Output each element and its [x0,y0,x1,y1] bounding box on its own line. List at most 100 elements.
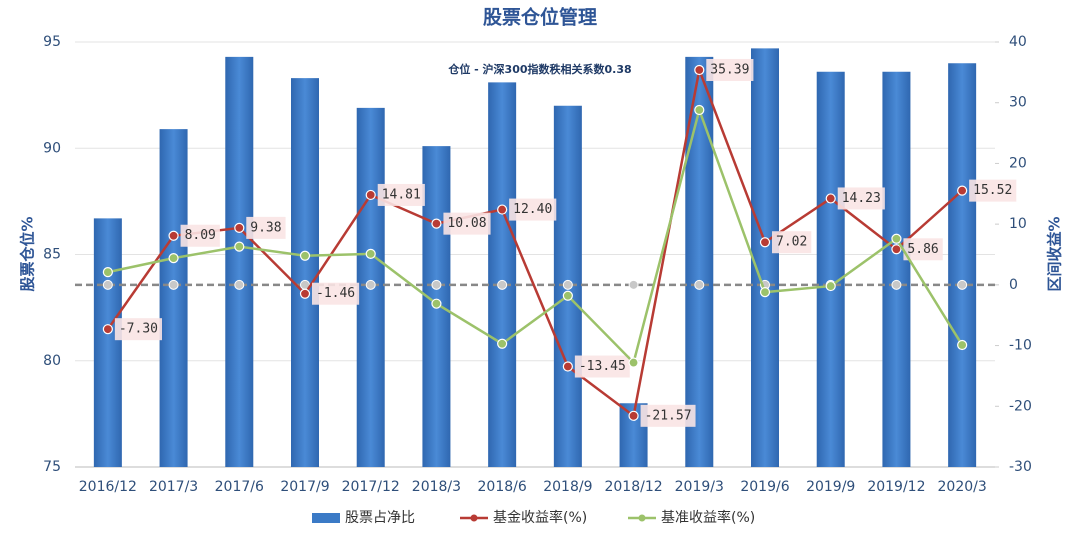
point [694,104,705,116]
value-label-box: -1.46 [312,282,360,305]
point [891,233,902,244]
value-label: 5.86 [907,242,938,257]
point [891,244,902,255]
chart-title: 股票仓位管理 [483,6,597,29]
x-tick-label: 2019/12 [867,479,925,495]
label-bg [377,183,425,206]
zero-dot [891,279,902,290]
y-tick-label: 75 [43,459,61,475]
y-tick-label: 95 [43,34,61,50]
value-label-box: 12.40 [509,198,557,221]
point [234,241,245,252]
point [957,185,968,196]
x-tick-label: 2017/9 [280,479,329,495]
label-bg [706,58,754,81]
label-bg [969,179,1017,202]
y2-tick-label: 30 [1009,95,1027,111]
point [825,280,836,292]
x-tick-label: 2018/9 [543,479,592,495]
bar [159,129,188,467]
value-label-box: -21.57 [640,404,696,427]
value-label: 12.40 [513,202,552,217]
value-label: 9.38 [250,220,281,235]
zero-dot [168,279,179,290]
bar [816,71,845,467]
bar [751,48,779,467]
x-tick-label: 2018/12 [604,479,662,495]
x-tick-label: 2017/12 [342,479,400,495]
bar [291,78,319,467]
label-bg [312,282,360,305]
value-label-box: 9.38 [246,216,286,239]
label-bg [903,238,943,261]
point [562,361,573,372]
point [628,410,639,421]
zero-dot [102,279,113,290]
point [562,290,573,301]
value-label: -7.30 [119,322,158,337]
value-label-box: 14.81 [377,183,425,206]
point [431,218,442,229]
value-label-box: 10.08 [443,212,491,235]
bar [882,71,911,467]
x-tick-label: 2016/12 [79,479,137,495]
y2-tick-label: -20 [1009,398,1032,414]
point [825,193,836,204]
zero-dot [431,279,442,290]
point [759,287,771,298]
value-label-box: 35.39 [706,58,754,81]
value-label: -1.46 [316,286,355,301]
point [628,357,639,368]
label-bg [640,404,696,427]
value-label: 8.09 [185,228,216,243]
value-label-box: 7.02 [772,231,812,254]
point [234,222,245,234]
legend-swatch [312,513,340,523]
point [168,253,179,264]
y-axis-title: 股票仓位% [19,216,37,291]
zero-dot [365,279,376,290]
y2-tick-label: 0 [1009,277,1018,293]
y-tick-label: 85 [43,247,61,263]
bar [488,82,517,467]
x-tick-label: 2017/6 [215,479,264,495]
label-bg [574,355,630,378]
value-label-box: 14.23 [837,187,885,210]
x-tick-label: 2019/9 [806,479,855,495]
point [365,189,376,201]
zero-dot [234,279,245,290]
x-tick-label: 2018/6 [478,479,527,495]
annotation: 仓位 - 沪深300指数秩相关系数0.38 [447,62,631,76]
label-bg [114,318,162,341]
point [299,288,311,299]
label-bg [772,231,812,254]
legend-label: 基准收益率(%) [661,509,755,526]
y2-tick-label: -10 [1009,338,1032,354]
y-tick-label: 90 [43,140,61,156]
zero-dot [628,279,639,290]
point [497,338,508,349]
value-label: -13.45 [579,359,626,374]
bar [225,56,254,467]
zero-dot [957,279,968,290]
value-label: 14.81 [382,187,421,202]
label-bg [180,224,220,247]
y2-tick-label: 10 [1009,216,1027,232]
zero-dot [562,279,573,290]
value-label-box: -7.30 [114,318,162,341]
label-bg [443,212,491,235]
value-label-box: 5.86 [903,238,943,261]
label-bg [837,187,885,210]
y-tick-label: 80 [43,353,61,369]
legend-dot [638,514,646,522]
point [497,204,508,215]
x-tick-label: 2018/3 [412,479,461,495]
point [759,237,771,248]
y2-tick-label: 20 [1009,155,1027,171]
bar [93,218,122,467]
line [107,105,964,366]
label-bg [509,198,557,221]
point [365,248,376,259]
zero-dot [497,279,508,290]
